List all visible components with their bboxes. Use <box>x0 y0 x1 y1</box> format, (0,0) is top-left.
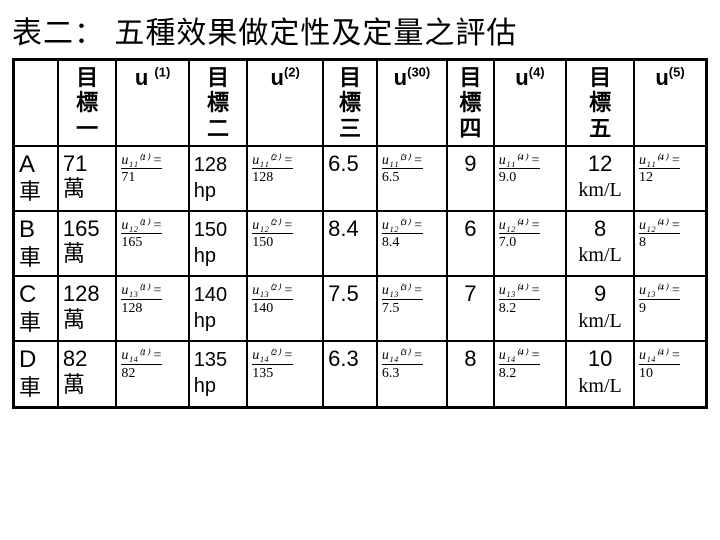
cell-goal5: 8km/L <box>566 211 634 276</box>
header-u3: u(30) <box>377 60 447 146</box>
cell-goal5: 10km/L <box>566 341 634 407</box>
header-goal3: 目標三 <box>323 60 377 146</box>
evaluation-table: 目標一 u (1) 目標二 u(2) 目標三 u(30) 目標四 u(4) 目標… <box>12 58 708 409</box>
table-header-row: 目標一 u (1) 目標二 u(2) 目標三 u(30) 目標四 u(4) 目標… <box>14 60 707 146</box>
header-blank <box>14 60 58 146</box>
header-u4: u(4) <box>494 60 566 146</box>
row-label: A車 <box>14 146 58 211</box>
cell-u2: u₁₁⁽²⁾ =128 <box>247 146 323 211</box>
cell-goal4: 9 <box>447 146 494 211</box>
cell-u4: u₁₄⁽⁴⁾ =8.2 <box>494 341 566 407</box>
cell-goal4: 6 <box>447 211 494 276</box>
cell-u4: u₁₃⁽⁴⁾ =8.2 <box>494 276 566 341</box>
cell-u3: u₁₄⁽³⁾ =6.3 <box>377 341 447 407</box>
cell-u2: u₁₃⁽²⁾ =140 <box>247 276 323 341</box>
cell-u1: u₁₁⁽¹⁾ =71 <box>116 146 188 211</box>
row-label: B車 <box>14 211 58 276</box>
header-goal4: 目標四 <box>447 60 494 146</box>
cell-u3: u₁₁⁽³⁾ =6.5 <box>377 146 447 211</box>
cell-goal1: 82萬 <box>58 341 116 407</box>
cell-u2: u₁₄⁽²⁾ =135 <box>247 341 323 407</box>
cell-u1: u₁₃⁽¹⁾ =128 <box>116 276 188 341</box>
header-u5: u(5) <box>634 60 707 146</box>
cell-goal5: 9km/L <box>566 276 634 341</box>
cell-goal3: 6.5 <box>323 146 377 211</box>
cell-u5: u₁₄⁽⁴⁾ =10 <box>634 341 707 407</box>
cell-goal4: 8 <box>447 341 494 407</box>
cell-goal4: 7 <box>447 276 494 341</box>
cell-u1: u₁₄⁽¹⁾ =82 <box>116 341 188 407</box>
header-goal1: 目標一 <box>58 60 116 146</box>
cell-goal1: 71萬 <box>58 146 116 211</box>
header-u2: u(2) <box>247 60 323 146</box>
cell-u3: u₁₃⁽³⁾ =7.5 <box>377 276 447 341</box>
table-row: B車 165萬 u₁₂⁽¹⁾ =165 150hp u₁₂⁽²⁾ =150 8.… <box>14 211 707 276</box>
cell-u5: u₁₂⁽⁴⁾ =8 <box>634 211 707 276</box>
cell-u4: u₁₂⁽⁴⁾ =7.0 <box>494 211 566 276</box>
table-row: C車 128萬 u₁₃⁽¹⁾ =128 140hp u₁₃⁽²⁾ =140 7.… <box>14 276 707 341</box>
cell-u1: u₁₂⁽¹⁾ =165 <box>116 211 188 276</box>
header-goal5: 目標五 <box>566 60 634 146</box>
page-title: 表二： 五種效果做定性及定量之評估 <box>12 8 708 52</box>
cell-goal2: 140hp <box>189 276 247 341</box>
cell-u4: u₁₁⁽⁴⁾ =9.0 <box>494 146 566 211</box>
header-goal2: 目標二 <box>189 60 247 146</box>
cell-goal3: 7.5 <box>323 276 377 341</box>
header-u1: u (1) <box>116 60 188 146</box>
table-row: A車 71萬 u₁₁⁽¹⁾ =71 128hp u₁₁⁽²⁾ =128 6.5 … <box>14 146 707 211</box>
cell-u3: u₁₂⁽³⁾ =8.4 <box>377 211 447 276</box>
cell-goal2: 128hp <box>189 146 247 211</box>
row-label: C車 <box>14 276 58 341</box>
cell-u2: u₁₂⁽²⁾ =150 <box>247 211 323 276</box>
cell-goal1: 128萬 <box>58 276 116 341</box>
cell-goal3: 6.3 <box>323 341 377 407</box>
cell-goal1: 165萬 <box>58 211 116 276</box>
cell-goal2: 135hp <box>189 341 247 407</box>
cell-u5: u₁₃⁽⁴⁾ =9 <box>634 276 707 341</box>
table-row: D車 82萬 u₁₄⁽¹⁾ =82 135hp u₁₄⁽²⁾ =135 6.3 … <box>14 341 707 407</box>
cell-goal5: 12km/L <box>566 146 634 211</box>
cell-goal2: 150hp <box>189 211 247 276</box>
cell-goal3: 8.4 <box>323 211 377 276</box>
cell-u5: u₁₁⁽⁴⁾ =12 <box>634 146 707 211</box>
row-label: D車 <box>14 341 58 407</box>
